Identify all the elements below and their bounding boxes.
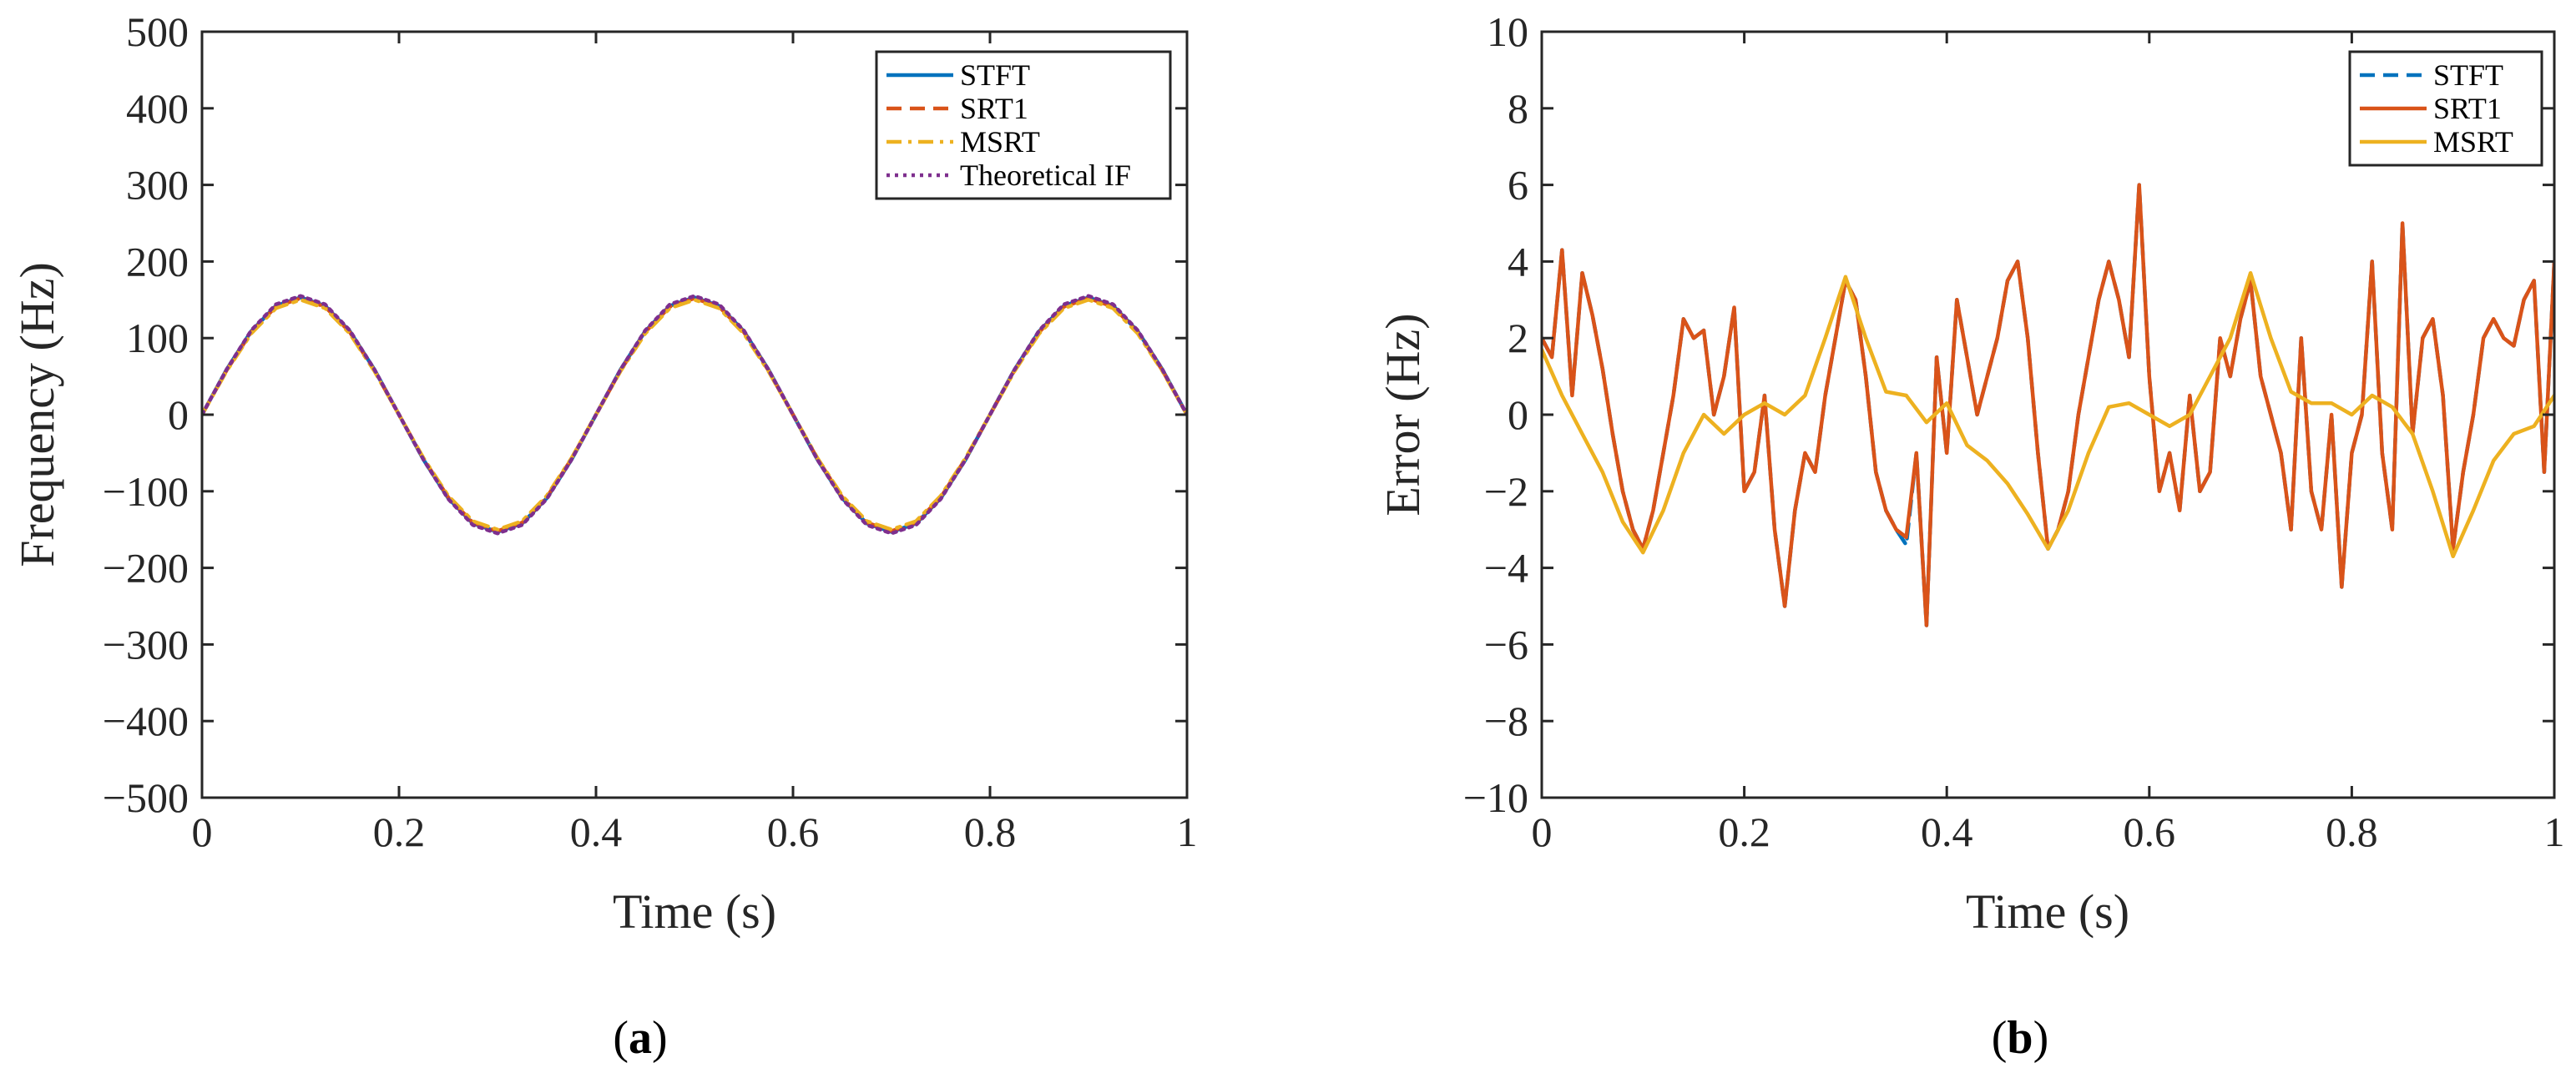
chart-b: 0 0.2 0.4 0.6 0.8 1 −10 −8 −6 −4 −2 0 2 4 6 8 10 Time (s… [1376, 8, 2565, 939]
y-tick-label: −8 [1484, 698, 1528, 744]
y-tick-label: 2 [1508, 315, 1528, 361]
legend-entry: MSRT [2433, 125, 2513, 159]
x-tick-label: 0.6 [767, 808, 820, 855]
y-tick-label: −200 [103, 545, 189, 592]
y-tick-label: 6 [1508, 162, 1528, 209]
panel-a-letter: a [629, 1012, 652, 1064]
x-tick-label: 0.2 [1718, 808, 1770, 855]
x-tick-label: 1 [1177, 808, 1198, 855]
y-tick-label: −10 [1463, 774, 1528, 821]
chart-b-series-lines [1542, 183, 2554, 627]
series-line-theoretical-if [202, 294, 1187, 536]
y-tick-label: −2 [1484, 468, 1528, 515]
panel-b-close-paren: ) [2033, 1012, 2049, 1064]
y-tick-label: 8 [1508, 85, 1528, 132]
y-tick-label: −300 [103, 621, 189, 667]
x-tick-label: 0.8 [964, 808, 1017, 855]
chart-a-series-lines [202, 294, 1187, 536]
legend-entry: STFT [2433, 58, 2503, 92]
chart-b-x-axis-label: Time (s) [1966, 884, 2129, 939]
chart-b-ticks: 0 0.2 0.4 0.6 0.8 1 −10 −8 −6 −4 −2 0 2 4 6 8 10 [1463, 8, 2565, 855]
series-line-msrt [1542, 270, 2554, 559]
y-tick-label: 400 [126, 85, 189, 132]
panel-b-open-paren: ( [1992, 1012, 2008, 1064]
legend-entry: MSRT [960, 125, 1040, 159]
y-tick-label: −100 [103, 468, 189, 515]
y-tick-label: −6 [1484, 621, 1528, 667]
y-tick-label: 0 [1508, 391, 1528, 438]
legend-entry: SRT1 [2433, 92, 2502, 125]
chart-a-x-axis-label: Time (s) [613, 884, 776, 939]
y-tick-label: −400 [103, 698, 189, 744]
panel-a-close-paren: ) [652, 1012, 668, 1064]
x-tick-label: 0 [1532, 808, 1553, 855]
y-tick-label: 100 [126, 315, 189, 361]
y-tick-label: 500 [126, 8, 189, 55]
x-tick-label: 1 [2544, 808, 2565, 855]
x-tick-label: 0.4 [1921, 808, 1973, 855]
y-tick-label: 300 [126, 162, 189, 209]
y-tick-label: −500 [103, 774, 189, 821]
y-tick-label: 4 [1508, 238, 1528, 285]
x-tick-label: 0.8 [2326, 808, 2378, 855]
x-tick-label: 0 [192, 808, 213, 855]
legend-entry: STFT [960, 58, 1030, 92]
x-tick-label: 0.6 [2124, 808, 2176, 855]
chart-a-y-axis-label: Frequency (Hz) [10, 262, 64, 567]
panel-b-caption: (b) [1992, 1012, 2048, 1064]
panel-a-open-paren: ( [613, 1012, 629, 1064]
x-tick-label: 0.2 [373, 808, 426, 855]
y-tick-label: 200 [126, 238, 189, 285]
y-tick-label: 0 [168, 391, 189, 438]
panel-b-letter: b [2007, 1012, 2033, 1064]
legend-entry: SRT1 [960, 92, 1028, 125]
chart-a: 0 0.2 0.4 0.6 0.8 1 −500 −400 −300 −200 −100 0 100 20… [10, 8, 1198, 939]
y-tick-label: −4 [1484, 545, 1528, 592]
panel-a-caption: (a) [613, 1012, 667, 1064]
chart-b-y-axis-label: Error (Hz) [1376, 313, 1430, 516]
x-tick-label: 0.4 [570, 808, 623, 855]
legend-entry: Theoretical IF [960, 159, 1131, 192]
y-tick-label: 10 [1487, 8, 1528, 55]
chart-a-ticks: 0 0.2 0.4 0.6 0.8 1 −500 −400 −300 −200 −100 0 100 20… [103, 8, 1198, 855]
